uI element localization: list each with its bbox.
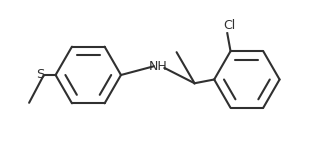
Text: S: S	[36, 69, 44, 81]
Text: Cl: Cl	[223, 20, 235, 32]
Text: NH: NH	[149, 60, 168, 73]
